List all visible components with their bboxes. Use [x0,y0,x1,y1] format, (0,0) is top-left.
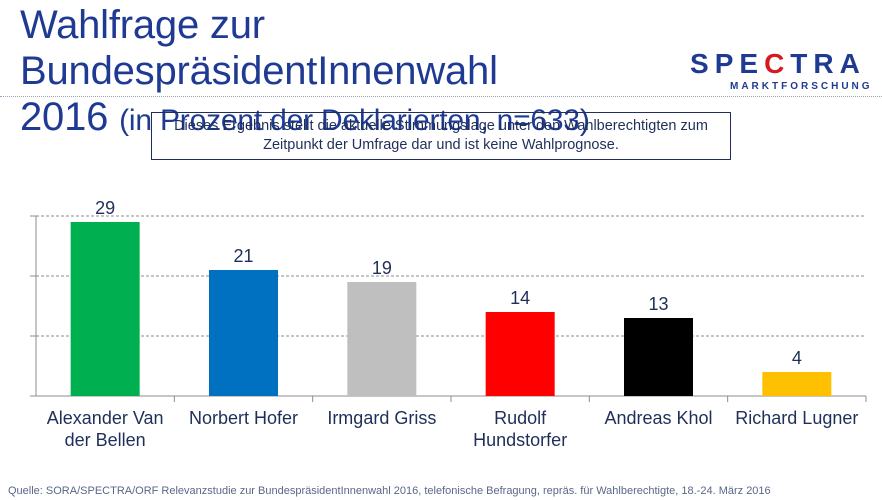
title-main: Wahlfrage zur BundespräsidentInnenwahl [20,3,498,93]
data-label: 14 [510,288,530,308]
data-label: 19 [372,258,392,278]
logo-letter: A [839,48,866,79]
title-second-line: 2016 (in Prozent der Deklarierten, n=633… [20,94,680,144]
category-label: Rudolf [494,408,547,428]
disclaimer-text: Dieses Ergebnis stellt die aktuelle Stim… [174,118,708,153]
logo-letter: R [813,48,840,79]
bar [209,270,278,396]
category-label: Irmgard Griss [327,408,436,428]
bar [762,372,832,396]
logo-letter: C [764,48,791,79]
page-title: Wahlfrage zur BundespräsidentInnenwahl 2… [20,2,680,144]
logo-letter: T [790,48,814,79]
source-note: Quelle: SORA/SPECTRA/ORF Relevanzstudie … [8,485,771,497]
logo-wordmark: SPECTRA [690,48,866,80]
title-subtitle: (in Prozent der Deklarierten, n=633) [119,104,590,137]
title-year: 2016 [20,95,109,139]
data-label: 21 [233,246,253,266]
category-label: der Bellen [65,430,146,450]
category-label: Richard Lugner [735,408,858,428]
data-label: 4 [792,348,802,368]
bar [70,222,140,396]
data-label: 29 [95,198,115,218]
category-label: Hundstorfer [473,430,567,450]
logo-letter: S [690,48,715,79]
bar [347,282,417,396]
spectra-logo: SPECTRA MARKTFORSCHUNG [690,48,880,98]
title-divider [0,96,882,97]
category-label: Alexander Van [47,408,164,428]
data-label: 13 [648,294,668,314]
logo-letter: P [714,48,740,79]
logo-letter: E [739,48,765,79]
bar [485,312,555,396]
disclaimer-box: Dieses Ergebnis stellt die aktuelle Stim… [151,112,731,160]
bar [624,318,693,396]
category-label: Andreas Khol [604,408,712,428]
logo-subtitle: MARKTFORSCHUNG [730,81,873,92]
category-label: Norbert Hofer [189,408,298,428]
